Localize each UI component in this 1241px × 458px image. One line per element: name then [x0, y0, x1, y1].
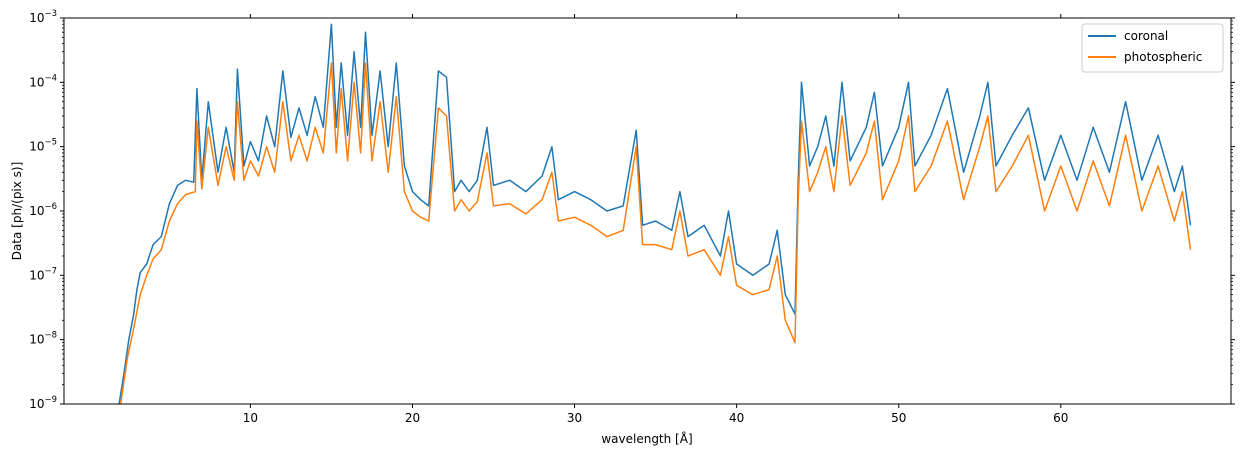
y-tick-label: 10−3 — [29, 9, 57, 25]
legend-label-photospheric: photospheric — [1124, 50, 1202, 64]
y-tick-label: 10−9 — [29, 395, 57, 411]
x-axis-ticks: 10 20 30 40 50 60 — [243, 14, 1068, 425]
x-tick-label: 50 — [891, 411, 906, 425]
y-tick-label: 10−8 — [29, 331, 57, 347]
x-tick-label: 10 — [243, 411, 258, 425]
y-tick-label: 10−7 — [29, 266, 57, 282]
y-axis-label: Data [ph/(pix s)] — [10, 162, 24, 261]
series-line-coronal — [118, 23, 1192, 404]
x-tick-label: 30 — [567, 411, 582, 425]
legend-label-coronal: coronal — [1124, 29, 1168, 43]
series-lines — [118, 23, 1192, 404]
plot-frame — [63, 17, 1232, 405]
y-tick-label: 10−6 — [29, 202, 57, 218]
y-axis-ticks: 10−9 10−8 10−7 10−6 10−5 10−4 10−3 — [29, 9, 1235, 411]
series-line-photospheric — [119, 62, 1192, 404]
x-axis-label: wavelength [Å] — [601, 431, 692, 446]
y-tick-label: 10−5 — [29, 138, 57, 154]
legend: coronal photospheric — [1081, 23, 1224, 73]
x-tick-label: 20 — [405, 411, 420, 425]
x-tick-label: 60 — [1053, 411, 1068, 425]
x-tick-label: 40 — [729, 411, 744, 425]
legend-box — [1081, 23, 1224, 73]
y-tick-label: 10−4 — [29, 73, 57, 89]
